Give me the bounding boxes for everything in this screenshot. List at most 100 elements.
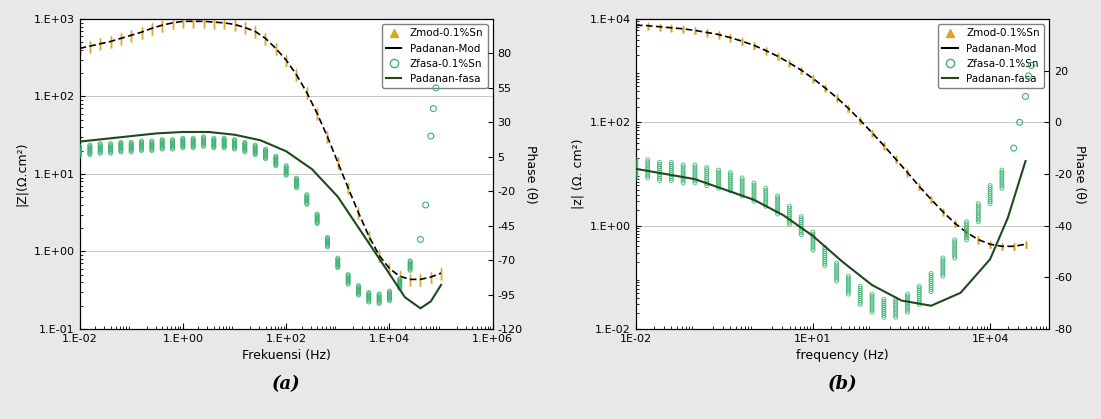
Point xyxy=(898,305,916,311)
Point xyxy=(433,264,450,271)
Point xyxy=(828,278,846,285)
Point xyxy=(733,40,751,47)
Point xyxy=(793,221,810,228)
Point xyxy=(923,194,940,200)
Point xyxy=(745,39,763,46)
Point xyxy=(840,106,858,113)
Point xyxy=(628,173,645,179)
Point xyxy=(757,50,775,57)
Point xyxy=(350,207,368,214)
Point xyxy=(733,37,751,44)
Point xyxy=(195,143,212,150)
Point xyxy=(768,52,786,59)
Point xyxy=(91,148,109,155)
Point xyxy=(350,209,368,216)
Point xyxy=(360,231,378,238)
Point xyxy=(318,128,336,135)
Point xyxy=(923,276,940,283)
Point xyxy=(360,295,378,302)
Point xyxy=(886,296,904,303)
Point xyxy=(851,114,869,121)
Point xyxy=(308,215,326,222)
Point xyxy=(287,178,305,185)
Point xyxy=(958,226,975,233)
Point xyxy=(863,293,881,300)
Point xyxy=(153,25,171,32)
Point xyxy=(339,280,357,287)
Point xyxy=(958,230,975,237)
Point xyxy=(698,31,716,37)
Point xyxy=(412,273,429,279)
Point xyxy=(205,24,222,31)
Point xyxy=(268,161,285,168)
Point xyxy=(757,195,775,202)
Point xyxy=(195,15,212,21)
Point xyxy=(236,144,253,151)
Point xyxy=(91,43,109,49)
Point xyxy=(828,94,846,101)
Point xyxy=(205,17,222,24)
Point xyxy=(153,21,171,28)
Point xyxy=(112,140,130,147)
Point xyxy=(663,21,680,28)
Point xyxy=(934,206,951,212)
Point xyxy=(143,20,161,26)
Point xyxy=(153,145,171,152)
Point xyxy=(350,213,368,220)
Point xyxy=(993,171,1011,178)
Point xyxy=(205,16,222,22)
Point xyxy=(174,145,192,151)
Point xyxy=(133,32,151,39)
Point xyxy=(898,172,916,178)
Point xyxy=(886,312,904,319)
Point xyxy=(875,312,893,319)
Point xyxy=(268,44,285,50)
Point xyxy=(350,214,368,220)
Point xyxy=(970,202,988,209)
Point xyxy=(757,44,775,51)
Point xyxy=(391,283,408,290)
Point xyxy=(318,234,336,241)
Point xyxy=(287,177,305,184)
Point xyxy=(133,137,151,144)
Point xyxy=(174,136,192,142)
Point xyxy=(422,275,439,282)
Point xyxy=(851,291,869,298)
Point xyxy=(639,21,656,27)
Point xyxy=(970,238,988,245)
Point xyxy=(174,21,192,28)
Point xyxy=(433,268,450,275)
Point xyxy=(674,166,691,172)
Point xyxy=(112,147,130,154)
Point xyxy=(153,136,171,143)
Point xyxy=(277,163,295,169)
Point xyxy=(360,295,378,301)
Point xyxy=(886,153,904,159)
Point xyxy=(257,37,274,44)
Point xyxy=(101,36,119,42)
Point xyxy=(70,41,88,48)
Point xyxy=(721,169,739,176)
Point xyxy=(401,259,418,265)
Point xyxy=(651,163,668,170)
Point xyxy=(804,77,821,83)
Point xyxy=(164,22,182,28)
Point xyxy=(122,34,140,40)
Point xyxy=(793,229,810,236)
Point xyxy=(112,142,130,149)
Point xyxy=(91,144,109,150)
Point xyxy=(1005,145,1023,152)
Point xyxy=(863,307,881,313)
Point xyxy=(133,33,151,40)
Point xyxy=(686,30,704,36)
Point xyxy=(174,142,192,149)
Point xyxy=(164,145,182,152)
Point xyxy=(308,214,326,220)
Point xyxy=(993,177,1011,184)
Point xyxy=(898,171,916,178)
Point xyxy=(370,294,388,300)
Point xyxy=(236,20,253,26)
Point xyxy=(863,129,881,136)
Point xyxy=(981,240,999,247)
Point xyxy=(143,26,161,33)
